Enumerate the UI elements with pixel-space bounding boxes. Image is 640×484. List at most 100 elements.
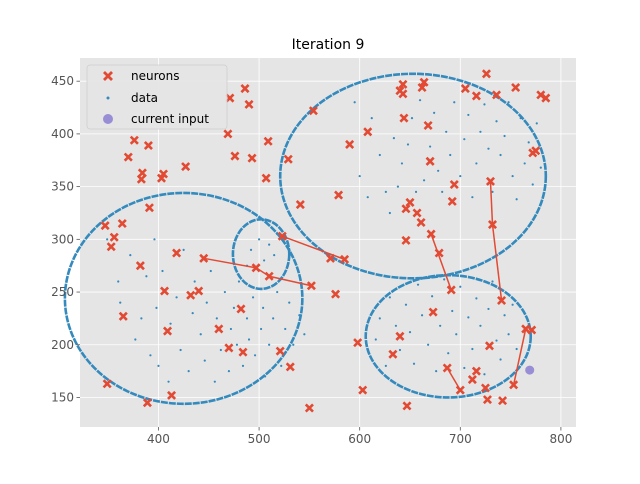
x-tick-label: 700 xyxy=(449,432,472,446)
data-point xyxy=(512,175,514,177)
data-point xyxy=(471,348,473,350)
data-point xyxy=(427,344,429,346)
data-point xyxy=(200,333,202,335)
data-point xyxy=(175,296,177,298)
data-point xyxy=(503,135,505,137)
data-point xyxy=(367,196,369,198)
data-point xyxy=(106,238,108,240)
data-point xyxy=(475,162,477,164)
data-point xyxy=(254,354,256,356)
data-point xyxy=(459,286,461,288)
x-tick-label: 400 xyxy=(147,432,170,446)
data-point xyxy=(246,317,248,319)
legend-current-input-label: current input xyxy=(131,112,209,126)
data-point xyxy=(435,370,437,372)
data-point xyxy=(220,349,222,351)
data-point xyxy=(268,244,270,246)
data-point xyxy=(536,122,538,124)
data-point xyxy=(389,296,391,298)
data-point xyxy=(228,370,230,372)
data-point xyxy=(260,328,262,330)
data-point xyxy=(258,238,260,240)
data-point xyxy=(149,354,151,356)
y-tick-label: 150 xyxy=(51,390,74,404)
legend-neurons-label: neurons xyxy=(131,69,179,83)
data-point xyxy=(155,307,157,309)
data-point xyxy=(487,148,489,150)
data-point xyxy=(292,344,294,346)
data-point xyxy=(242,365,244,367)
data-point xyxy=(475,297,477,299)
data-point xyxy=(153,238,155,240)
data-point xyxy=(233,307,235,309)
data-point xyxy=(157,365,159,367)
data-point xyxy=(248,338,250,340)
data-point xyxy=(204,359,206,361)
data-point xyxy=(273,254,275,256)
data-point xyxy=(216,317,218,319)
data-point xyxy=(280,365,282,367)
data-point xyxy=(379,317,381,319)
data-point xyxy=(238,280,240,282)
data-point xyxy=(417,284,419,286)
data-point xyxy=(463,367,465,369)
data-point xyxy=(487,308,489,310)
data-point xyxy=(405,304,407,306)
data-point xyxy=(451,310,453,312)
data-point xyxy=(429,145,431,147)
data-point xyxy=(236,344,238,346)
y-tick-label: 200 xyxy=(51,338,74,352)
data-point xyxy=(206,301,208,303)
data-point xyxy=(441,191,443,193)
data-point xyxy=(499,358,501,360)
data-point xyxy=(192,312,194,314)
data-point xyxy=(479,131,481,133)
data-point xyxy=(354,101,356,103)
data-point xyxy=(453,101,455,103)
data-point xyxy=(499,154,501,156)
data-point xyxy=(395,325,397,327)
legend-data-label: data xyxy=(131,91,158,105)
data-point xyxy=(371,117,373,119)
data-point xyxy=(161,270,163,272)
data-point xyxy=(397,186,399,188)
data-point xyxy=(443,278,445,280)
x-tick-label: 800 xyxy=(549,432,572,446)
data-point xyxy=(375,338,377,340)
data-point xyxy=(262,307,264,309)
data-point xyxy=(503,314,505,316)
data-point xyxy=(540,167,542,169)
data-point xyxy=(455,333,457,335)
data-point xyxy=(495,339,497,341)
data-point xyxy=(117,280,119,282)
data-point xyxy=(272,317,274,319)
data-point xyxy=(188,370,190,372)
data-point xyxy=(437,170,439,172)
data-point xyxy=(252,296,254,298)
data-point xyxy=(512,304,514,306)
y-tick-label: 350 xyxy=(51,180,74,194)
data-point xyxy=(467,316,469,318)
data-point xyxy=(140,317,142,319)
data-point xyxy=(264,375,266,377)
data-point xyxy=(449,154,451,156)
data-point xyxy=(399,349,401,351)
data-point xyxy=(276,291,278,293)
data-point xyxy=(167,381,169,383)
x-tick-label: 600 xyxy=(348,432,371,446)
data-point xyxy=(447,352,449,354)
data-point xyxy=(520,117,522,119)
data-point xyxy=(401,162,403,164)
data-point xyxy=(169,323,171,325)
data-point xyxy=(284,328,286,330)
data-point xyxy=(524,162,526,164)
legend-current-input-marker xyxy=(103,114,113,124)
y-tick-label: 300 xyxy=(51,232,74,246)
data-point xyxy=(419,99,421,101)
data-point xyxy=(463,138,465,140)
data-point xyxy=(214,381,216,383)
legend: neurons data current input xyxy=(87,65,227,129)
data-point xyxy=(507,333,509,335)
